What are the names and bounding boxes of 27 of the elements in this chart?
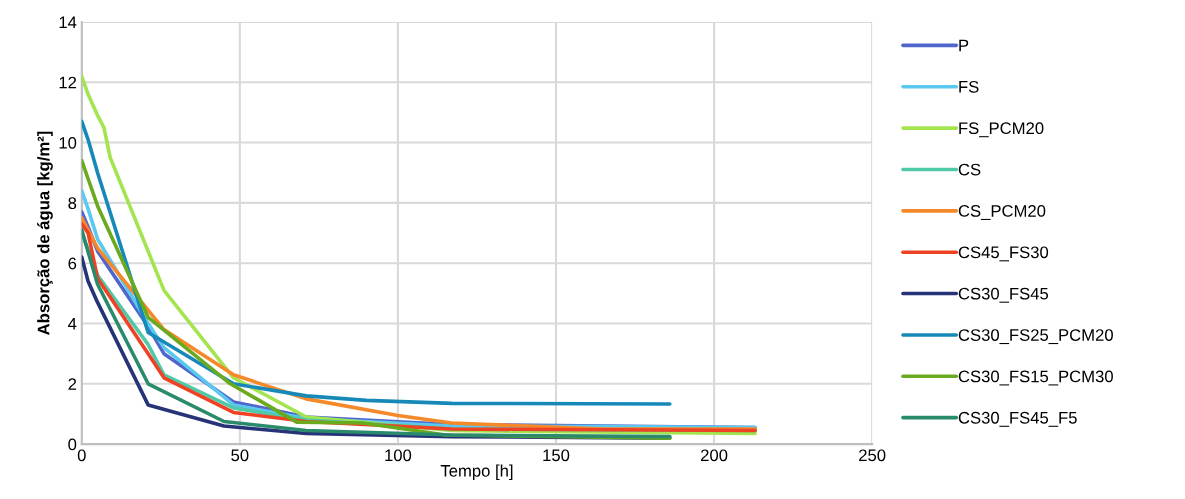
legend-label: FS_PCM20	[959, 122, 1044, 138]
y-tick-label: 6	[68, 257, 77, 270]
legend-label: CS45_FS30	[958, 246, 1049, 262]
legend-label: CS_PCM20	[958, 205, 1046, 220]
y-axis-title: Absorção de água [kg/m²]	[37, 131, 53, 335]
legend-label: FS	[959, 80, 979, 93]
x-axis-title: Tempo [h]	[440, 464, 513, 481]
y-tick-label: 10	[59, 136, 77, 149]
legend-label: P	[959, 39, 969, 52]
y-tick-label: 0	[68, 438, 77, 451]
x-tick-label: 50	[231, 449, 249, 462]
legend-label: CS30_FS45_F5	[958, 411, 1077, 427]
y-tick-label: 8	[68, 197, 77, 210]
line-series	[81, 119, 672, 406]
legend-label: CS30_FS15_PCM30	[958, 370, 1113, 386]
x-tick-label: 0	[77, 449, 86, 462]
x-tick-label: 100	[385, 449, 412, 462]
y-tick-label: 14	[59, 16, 77, 28]
x-tick-label: 250	[859, 449, 886, 462]
y-tick-label: 2	[68, 378, 77, 390]
legend-label: CS30_FS45	[958, 287, 1049, 303]
x-tick-label: 150	[543, 449, 570, 462]
legend-label: CS	[958, 163, 981, 176]
y-tick-label: 4	[68, 318, 77, 330]
y-tick-label: 12	[59, 76, 77, 89]
legend-label: CS30_FS25_PCM20	[958, 329, 1113, 345]
x-tick-label: 200	[701, 449, 728, 462]
